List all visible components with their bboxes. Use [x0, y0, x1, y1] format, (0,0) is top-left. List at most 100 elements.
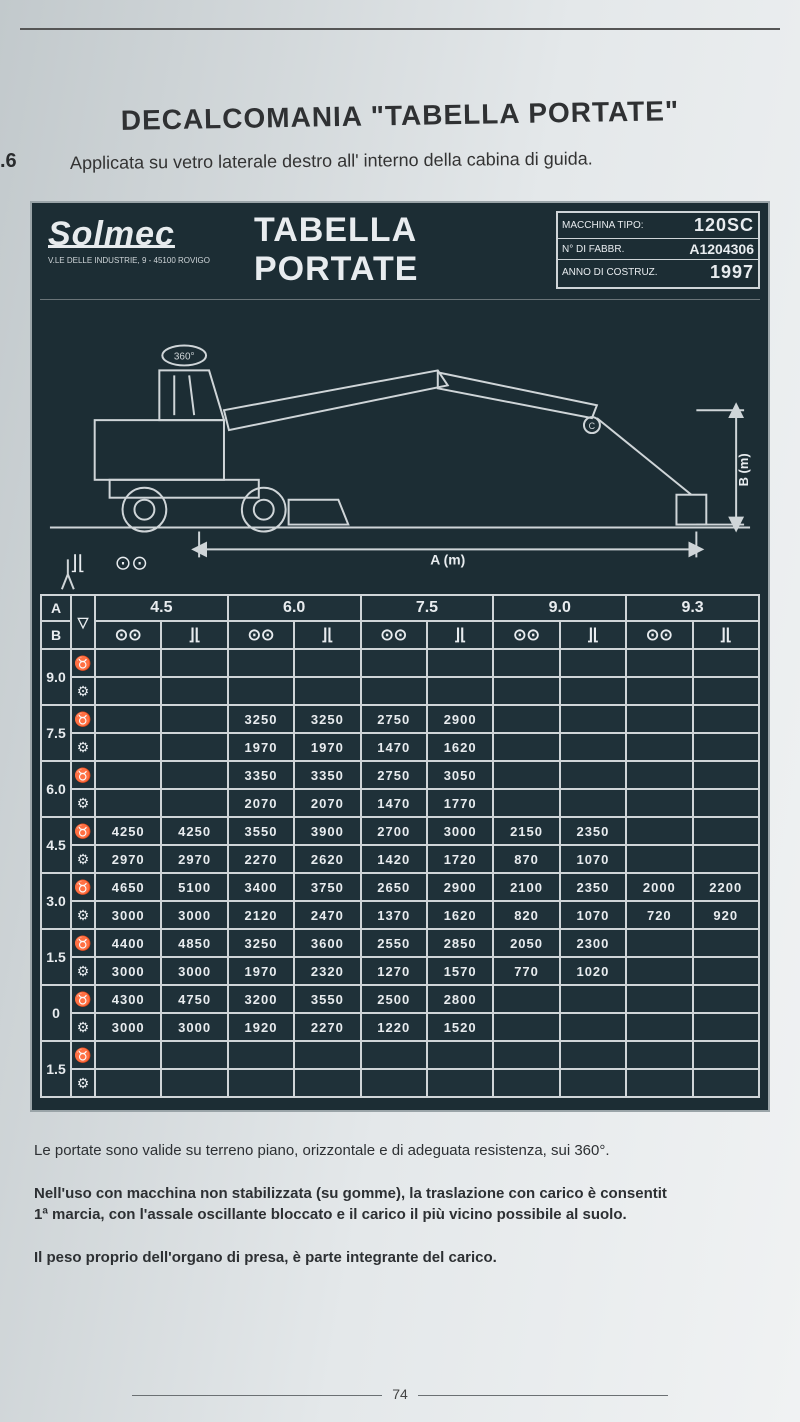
diagram-svg: 360° C: [40, 300, 760, 590]
a-header: A: [41, 595, 71, 621]
load-cell: 3400: [228, 873, 294, 901]
mode-icon: ⚙: [71, 733, 95, 761]
load-cell: 3350: [228, 761, 294, 789]
load-cell: 3900: [294, 817, 360, 845]
mode-icon: ⚙: [71, 789, 95, 817]
load-cell: 2150: [493, 817, 559, 845]
load-cell: [161, 761, 227, 789]
load-cell: [161, 733, 227, 761]
load-cell: 3000: [161, 957, 227, 985]
load-cell: [427, 649, 493, 677]
brand-address: V.LE DELLE INDUSTRIE, 9 - 45100 ROVIGO: [48, 256, 238, 265]
load-cell: [626, 985, 692, 1013]
anno-value: 1997: [710, 262, 754, 283]
note-3: Il peso proprio dell'organo di presa, è …: [34, 1247, 766, 1268]
mode-icon: ⚙: [71, 957, 95, 985]
load-cell: 2070: [294, 789, 360, 817]
rot-label: 360°: [174, 351, 195, 362]
load-plate: Solmec V.LE DELLE INDUSTRIE, 9 - 45100 R…: [30, 201, 770, 1112]
load-cell: [693, 705, 759, 733]
load-cell: [95, 677, 161, 705]
tipo-value: 120SC: [694, 215, 754, 236]
load-cell: [161, 1069, 227, 1097]
load-cell: [493, 789, 559, 817]
stabilizer-symbol: ⌋⌊: [560, 621, 626, 649]
load-cell: 3250: [228, 705, 294, 733]
load-cell: 2050: [493, 929, 559, 957]
machine-diagram: 360° C: [40, 299, 760, 590]
footnotes: Le portate sono valide su terreno piano,…: [30, 1140, 770, 1268]
load-cell: [95, 649, 161, 677]
load-cell: 3550: [228, 817, 294, 845]
mode-icon: ♉: [71, 705, 95, 733]
load-cell: 2800: [427, 985, 493, 1013]
load-cell: [626, 845, 692, 873]
load-cell: 5100: [161, 873, 227, 901]
b-value-7: 1.5: [41, 1041, 71, 1097]
load-cell: 3350: [294, 761, 360, 789]
a-col-0: 4.5: [95, 595, 228, 621]
load-cell: [361, 1069, 427, 1097]
load-cell: [560, 1069, 626, 1097]
load-cell: [161, 789, 227, 817]
load-cell: 2500: [361, 985, 427, 1013]
load-cell: [95, 1069, 161, 1097]
load-cell: 2650: [361, 873, 427, 901]
load-cell: [427, 1069, 493, 1097]
load-cell: 920: [693, 901, 759, 929]
load-cell: 2900: [427, 705, 493, 733]
load-cell: 1470: [361, 733, 427, 761]
load-cell: [693, 677, 759, 705]
load-cell: [626, 1069, 692, 1097]
load-cell: 1370: [361, 901, 427, 929]
load-cell: 2100: [493, 873, 559, 901]
load-cell: [95, 1041, 161, 1069]
wheel-symbol: ⊙⊙: [493, 621, 559, 649]
load-cell: 3750: [294, 873, 360, 901]
a-col-1: 6.0: [228, 595, 361, 621]
page-subtitle: Applicata su vetro laterale destro all' …: [70, 147, 770, 174]
stabilizer-symbol: ⌋⌊: [427, 621, 493, 649]
load-cell: 1570: [427, 957, 493, 985]
mode-icon: ⚙: [71, 1069, 95, 1097]
load-cell: [95, 789, 161, 817]
mode-icon: ⚙: [71, 677, 95, 705]
load-cell: [693, 1013, 759, 1041]
load-cell: 2750: [361, 705, 427, 733]
load-cell: [626, 705, 692, 733]
load-cell: 2300: [560, 929, 626, 957]
svg-text:⌋⌊: ⌋⌊: [70, 552, 86, 574]
load-cell: 1970: [228, 957, 294, 985]
load-cell: [626, 733, 692, 761]
load-cell: [693, 649, 759, 677]
load-cell: 2900: [427, 873, 493, 901]
top-rule: [20, 28, 780, 30]
load-cell: 2620: [294, 845, 360, 873]
page-title: DECALCOMANIA "TABELLA PORTATE": [30, 94, 770, 139]
a-col-2: 7.5: [361, 595, 494, 621]
b-value-2: 6.0: [41, 761, 71, 817]
a-col-3: 9.0: [493, 595, 626, 621]
stabilizer-symbol: ⌋⌊: [161, 621, 227, 649]
load-cell: [560, 789, 626, 817]
load-cell: 1920: [228, 1013, 294, 1041]
load-cell: 2270: [294, 1013, 360, 1041]
load-cell: [361, 1041, 427, 1069]
mode-icon: ⚙: [71, 1013, 95, 1041]
document-page: .6 DECALCOMANIA "TABELLA PORTATE" Applic…: [0, 0, 800, 1422]
mode-icon: ♉: [71, 985, 95, 1013]
load-cell: 2750: [361, 761, 427, 789]
load-cell: 720: [626, 901, 692, 929]
load-cell: [228, 649, 294, 677]
load-cell: 3000: [161, 901, 227, 929]
load-cell: [560, 761, 626, 789]
load-cell: [493, 1013, 559, 1041]
load-cell: [693, 789, 759, 817]
load-cell: [693, 733, 759, 761]
load-cell: [294, 1041, 360, 1069]
load-cell: [626, 929, 692, 957]
note-2: Nell'uso con macchina non stabilizzata (…: [34, 1183, 766, 1225]
load-cell: 2700: [361, 817, 427, 845]
wheel-symbol: ⊙⊙: [95, 621, 161, 649]
mode-icon: ♉: [71, 761, 95, 789]
